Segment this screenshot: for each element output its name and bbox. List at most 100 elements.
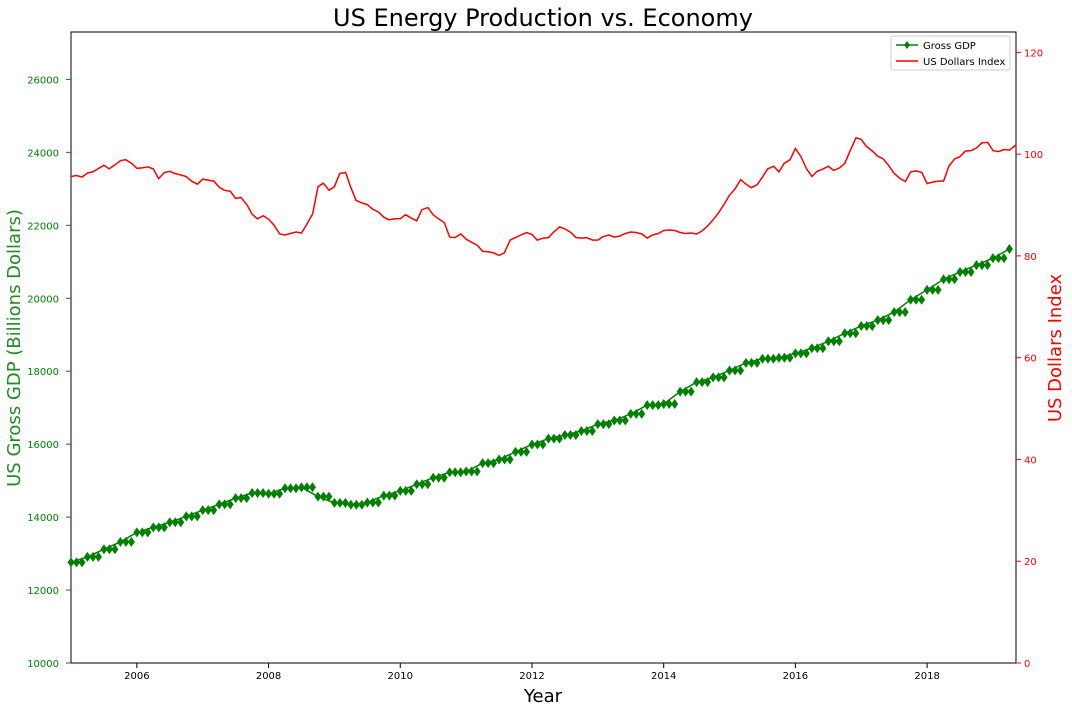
gdp-point (149, 522, 157, 533)
gdp-point (588, 426, 596, 437)
gdp-point (989, 253, 997, 264)
gdp-point (813, 343, 821, 354)
gdp-point (522, 446, 530, 457)
legend-gdp-label: Gross GDP (923, 41, 976, 52)
gdp-point (994, 253, 1002, 264)
gdp-point (341, 497, 349, 508)
gdp-point (435, 472, 443, 483)
gdp-point (72, 557, 80, 568)
gdp-point (199, 505, 207, 516)
x-tick-label: 2018 (914, 671, 939, 682)
gdp-point (451, 467, 459, 478)
gdp-point (407, 485, 415, 496)
gdp-point (182, 511, 190, 522)
plot-area (70, 31, 1017, 664)
gdp-point (116, 536, 124, 547)
gdp-point (841, 328, 849, 339)
right-y-tick-label: 80 (1024, 252, 1037, 263)
left-y-tick-label: 14000 (27, 513, 59, 524)
gdp-point (682, 386, 690, 397)
gdp-point (945, 274, 953, 285)
gdp-point (929, 284, 937, 295)
gdp-point (846, 328, 854, 339)
gdp-point (517, 446, 525, 457)
left-y-tick-label: 16000 (27, 440, 59, 451)
gdp-point (962, 266, 970, 277)
gdp-point (506, 454, 514, 465)
gdp-point (715, 372, 723, 383)
gdp-point (907, 294, 915, 305)
gdp-point (808, 343, 816, 354)
right-y-axis-label: US Dollars Index (1045, 274, 1066, 423)
gdp-point (923, 284, 931, 295)
gdp-point (111, 544, 119, 555)
gdp-point (89, 551, 97, 562)
gdp-point (951, 274, 959, 285)
gdp-point (166, 517, 174, 528)
gdp-point (616, 415, 624, 426)
gdp-point (830, 336, 838, 347)
right-y-tick-label: 0 (1024, 659, 1030, 670)
gdp-point (797, 348, 805, 359)
legend-box (890, 35, 1011, 71)
gdp-point (687, 386, 695, 397)
gdp-point (709, 372, 717, 383)
gdp-point (204, 505, 212, 516)
gdp-point (660, 399, 668, 410)
gdp-point (78, 557, 86, 568)
gdp-point (303, 482, 311, 493)
gdp-point (265, 488, 273, 499)
right-y-tick-label: 40 (1024, 455, 1037, 466)
gdp-point (737, 365, 745, 376)
gdp-point (314, 491, 322, 502)
gdp-point (67, 557, 75, 568)
gdp-point (512, 446, 520, 457)
gdp-point (972, 260, 980, 271)
gdp-point (330, 497, 338, 508)
gdp-point (747, 357, 755, 368)
gdp-point (819, 343, 827, 354)
gdp-point (287, 483, 295, 494)
gdp-point (221, 499, 229, 510)
gdp-point (742, 357, 750, 368)
gdp-point (457, 467, 465, 478)
right-y-tick-label: 60 (1024, 354, 1037, 365)
gdp-point (495, 454, 503, 465)
gdp-point (83, 551, 91, 562)
gdp-point (254, 488, 262, 499)
gdp-point (297, 482, 305, 493)
legend: Gross GDP US Dollars Index (890, 35, 1011, 71)
gdp-point (594, 419, 602, 430)
gdp-point (632, 408, 640, 419)
gdp-point (319, 491, 327, 502)
legend-gdp-marker (904, 41, 910, 49)
gdp-point (934, 284, 942, 295)
gdp-point (605, 419, 613, 430)
gdp-point (473, 466, 481, 477)
gdp-point (144, 527, 152, 538)
gdp-point (863, 320, 871, 331)
gdp-point (726, 365, 734, 376)
gdp-point (347, 499, 355, 510)
gdp-point (835, 336, 843, 347)
gdp-point (901, 307, 909, 318)
x-tick-label: 2010 (388, 671, 413, 682)
gdp-point (665, 399, 673, 410)
gdp-point (791, 348, 799, 359)
gdp-point (138, 527, 146, 538)
gdp-point (764, 353, 772, 364)
gdp-point (704, 377, 712, 388)
gdp-point (649, 400, 657, 411)
gdp-point (561, 430, 569, 441)
x-axis: 2006 2008 2010 2012 2014 2016 2018 (124, 663, 940, 682)
gdp-point (468, 466, 476, 477)
gdp-point (610, 415, 618, 426)
gdp-point (188, 511, 196, 522)
gdp-point (462, 466, 470, 477)
gdp-point (127, 536, 135, 547)
gdp-point (226, 499, 234, 510)
gdp-point (824, 336, 832, 347)
gdp-point (572, 430, 580, 441)
gdp-point (599, 419, 607, 430)
